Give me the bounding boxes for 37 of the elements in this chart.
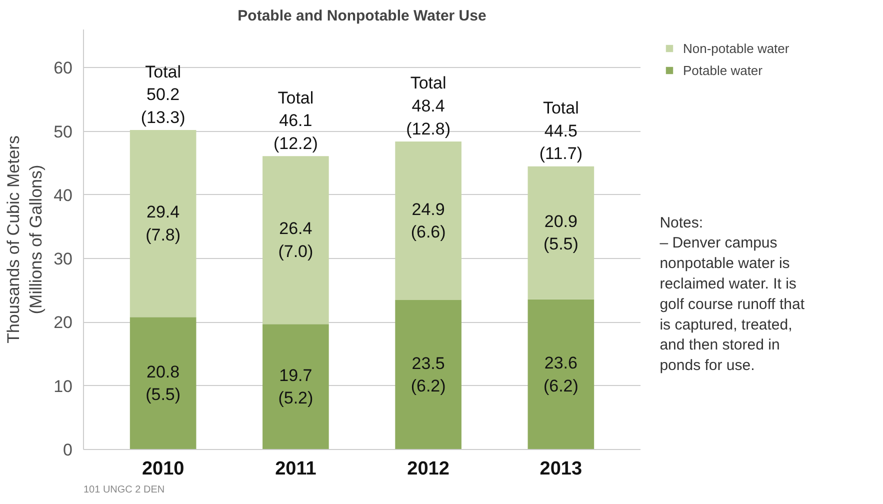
y-tick-label: 60	[54, 58, 73, 78]
y-tick-label: 20	[54, 313, 73, 332]
data-label: 23.6 (6.2)	[543, 354, 578, 396]
bar	[528, 299, 594, 450]
x-tick-label: 2011	[275, 458, 317, 480]
bar	[262, 156, 329, 324]
x-tick-label: 2013	[540, 458, 582, 480]
total-label: Total 44.5 (11.7)	[539, 98, 583, 164]
y-tick-label: 30	[54, 250, 73, 269]
data-label: 26.4 (7.0)	[278, 219, 314, 262]
text: Notes: – Denver campus nonpotable water is reclaimed water. It is golf course runoff that is captured, treated, and then stored in ponds for use.	[660, 214, 806, 374]
y-tick-label: 10	[54, 376, 73, 396]
y-tick-label: 0	[63, 440, 73, 460]
total-label: Total 48.4 (12.8)	[406, 74, 451, 138]
bar	[130, 130, 196, 318]
y-axis-title: Thousands of Cubic Meters (Millions of Gallons)	[4, 136, 46, 344]
data-label: 29.4 (7.8)	[146, 202, 181, 244]
total-label: Total 46.1 (12.2)	[273, 88, 318, 153]
data-label: 23.5 (6.2)	[410, 354, 446, 396]
bar	[395, 142, 462, 300]
bar	[130, 317, 196, 450]
bar	[395, 300, 462, 450]
bar	[528, 166, 594, 300]
data-label: 20.9 (5.5)	[543, 212, 578, 254]
x-tick-label: 2012	[407, 458, 450, 480]
legend-label: Potable water	[683, 62, 762, 78]
x-tick-label: 2010	[142, 458, 184, 480]
data-label: 19.7 (5.2)	[278, 366, 314, 408]
chart-title: Potable and Nonpotable Water Use	[238, 8, 486, 24]
bar	[262, 324, 329, 450]
text: 101 UNGC 2 DEN	[84, 484, 165, 496]
data-label: 20.8 (5.5)	[146, 362, 181, 404]
legend-label: Non-potable water	[683, 40, 790, 56]
y-tick-label: 50	[54, 122, 73, 142]
total-label: Total 50.2 (13.3)	[140, 62, 186, 127]
data-label: 24.9 (6.6)	[410, 200, 446, 242]
y-tick-label: 40	[54, 186, 73, 205]
